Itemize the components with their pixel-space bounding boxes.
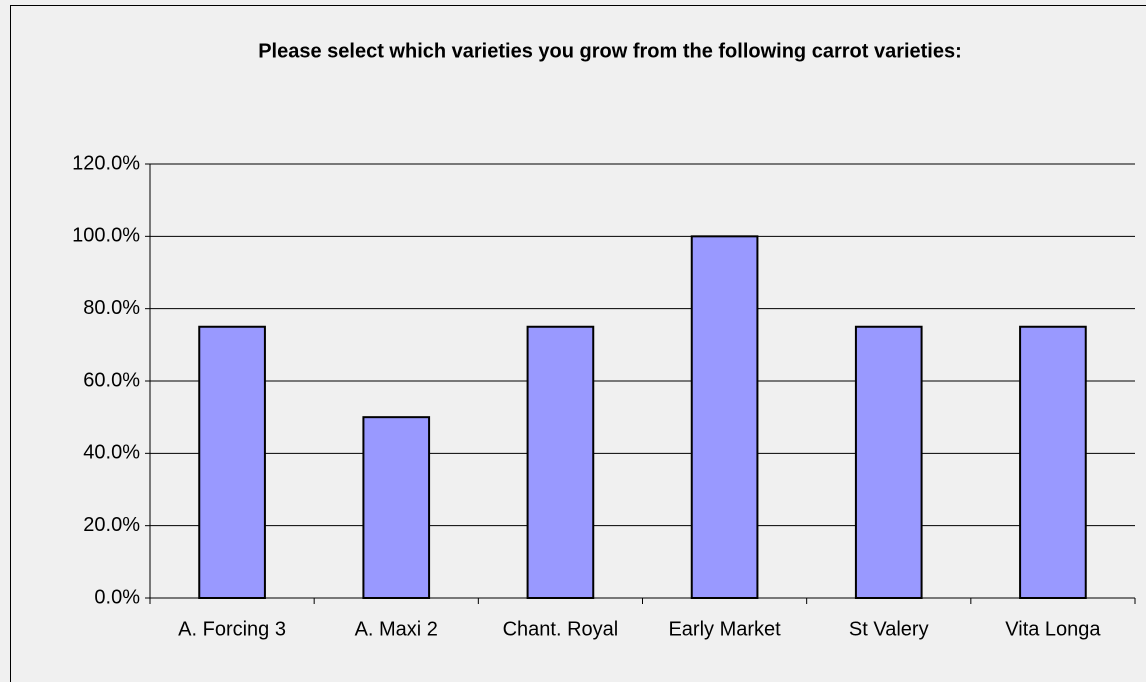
bar (1019, 325, 1087, 599)
bar (526, 325, 595, 599)
x-tick-label: Chant. Royal (503, 618, 619, 640)
y-tick-label: 40.0% (83, 442, 140, 464)
y-tick-label: 120.0% (72, 152, 140, 174)
x-tick-label: A. Forcing 3 (178, 618, 286, 640)
y-tick-label: 0.0% (94, 586, 140, 608)
x-tick-label: St Valery (849, 618, 929, 640)
bar (690, 235, 759, 599)
y-tick-label: 80.0% (83, 297, 140, 319)
bar (198, 325, 266, 599)
y-tick-label: 20.0% (83, 514, 140, 536)
x-tick-label: Early Market (668, 618, 781, 640)
bar (854, 325, 923, 599)
bar (362, 416, 431, 599)
chart-title: Please select which varieties you grow f… (258, 40, 962, 62)
x-tick-label: A. Maxi 2 (355, 618, 438, 640)
y-tick-label: 100.0% (72, 225, 140, 247)
x-tick-label: Vita Longa (1005, 618, 1101, 640)
y-tick-label: 60.0% (83, 369, 140, 391)
